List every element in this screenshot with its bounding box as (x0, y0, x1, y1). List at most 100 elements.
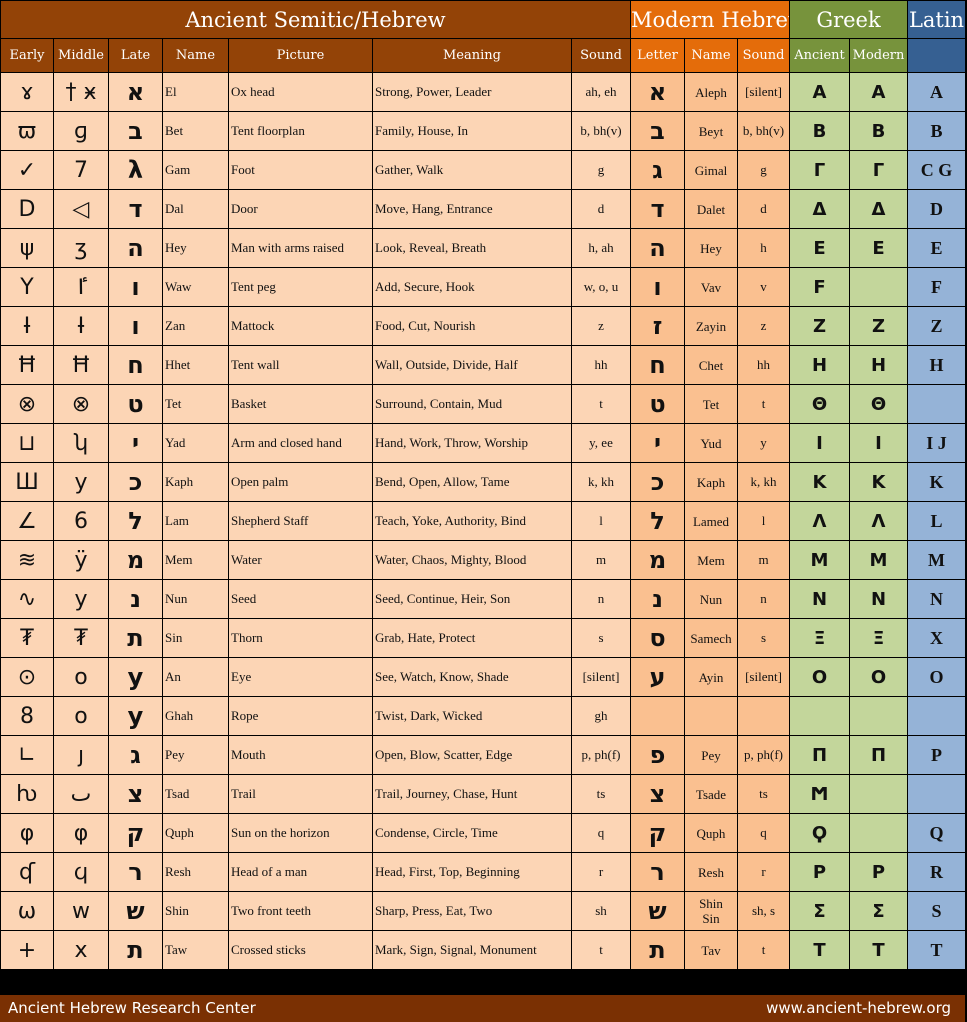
cell-mname: Tsade (684, 774, 738, 814)
cell-gmodern: Ξ (849, 618, 909, 658)
cell-gancient: N (789, 579, 851, 619)
cell-early: ∟ (0, 735, 54, 775)
cell-msound: hh (736, 345, 791, 385)
cell-late: ג (108, 735, 163, 775)
footer-org: Ancient Hebrew Research Center (8, 999, 256, 1017)
cell-latin: N (907, 579, 967, 619)
cell-meaning: Grab, Hate, Protect (372, 618, 572, 658)
cell-mname: Chet (684, 345, 738, 385)
cell-msound: ts (736, 774, 791, 814)
cell-msound: q (736, 813, 791, 853)
cell-name: Yad (162, 423, 229, 463)
cell-mname: Kaph (684, 462, 738, 502)
cell-early: ω (0, 891, 54, 931)
cell-mname: Mem (684, 540, 738, 580)
cell-msound: m (736, 540, 791, 580)
cell-mname: Samech (684, 618, 738, 658)
col-meaning: Meaning (372, 38, 572, 73)
cell-late: ד (108, 189, 163, 229)
cell-latin: E (907, 228, 967, 268)
cell-gancient: Σ (789, 891, 851, 931)
cell-gancient: Ϝ (789, 267, 851, 307)
cell-picture: Basket (228, 384, 373, 424)
cell-middle: Ħ (53, 345, 109, 385)
cell-meaning: Sharp, Press, Eat, Two (372, 891, 572, 931)
table-row: φ φ ק Quph Sun on the horizon Condense, Circl… (0, 813, 967, 853)
footer-url[interactable]: www.ancient-hebrew.org (766, 999, 951, 1017)
cell-gmodern (849, 813, 909, 853)
cell-late: י (108, 423, 163, 463)
cell-latin (907, 696, 967, 736)
cell-name: Zan (162, 306, 229, 346)
cell-early: ψ (0, 228, 54, 268)
cell-msound: y (736, 423, 791, 463)
cell-meaning: Head, First, Top, Beginning (372, 852, 572, 892)
cell-middle: ʮ (53, 423, 109, 463)
cell-meaning: See, Watch, Know, Shade (372, 657, 572, 697)
cell-middle: w (53, 891, 109, 931)
cell-name: Resh (162, 852, 229, 892)
cell-mname: Zayin (684, 306, 738, 346)
table-body: ɤ † ӿ א El Ox head Strong, Power, Leader ah, e… (0, 72, 967, 970)
cell-middle: ɡ (53, 111, 109, 151)
cell-picture: Foot (228, 150, 373, 190)
cell-gmodern: Θ (849, 384, 909, 424)
cell-msound: [silent] (736, 72, 791, 112)
cell-latin (907, 384, 967, 424)
table-row: ʠ ϥ ר Resh Head of a man Head, First, Top, Be… (0, 852, 967, 892)
cell-latin: K (907, 462, 967, 502)
table-row: ✓ 7 λ Gam Foot Gather, Walk g ג Gimal g Γ Γ C G (0, 150, 967, 190)
table-row: ⊗ ⊗ ט Tet Basket Surround, Contain, Mud t ט Tet t… (0, 384, 967, 424)
cell-name: Ghah (162, 696, 229, 736)
cell-late: ק (108, 813, 163, 853)
cell-late: ל (108, 501, 163, 541)
cell-late: ת (108, 618, 163, 658)
cell-early: φ (0, 813, 54, 853)
cell-msound: g (736, 150, 791, 190)
cell-name: Lam (162, 501, 229, 541)
cell-letter: ר (630, 852, 685, 892)
cell-gancient: K (789, 462, 851, 502)
cell-msound: z (736, 306, 791, 346)
cell-sound: n (571, 579, 631, 619)
cell-picture: Tent wall (228, 345, 373, 385)
col-middle: Middle (53, 38, 109, 73)
cell-sound: ah, eh (571, 72, 631, 112)
cell-sound: z (571, 306, 631, 346)
cell-gancient: I (789, 423, 851, 463)
cell-letter (630, 696, 685, 736)
cell-msound: s (736, 618, 791, 658)
cell-picture: Sun on the horizon (228, 813, 373, 853)
cell-sound: w, o, u (571, 267, 631, 307)
cell-latin: C G (907, 150, 967, 190)
cell-early: Ɨ (0, 306, 54, 346)
ancient-hebrew-header: Ancient Semitic/Hebrew (0, 0, 631, 39)
table-row: ⊔ ʮ י Yad Arm and closed hand Hand, Work, Thr… (0, 423, 967, 463)
cell-gancient: Λ (789, 501, 851, 541)
cell-late: λ (108, 150, 163, 190)
table-row: ∟ ȷ ג Pey Mouth Open, Blow, Scatter, Edge p, p… (0, 735, 967, 775)
cell-middle: Ɨ (53, 306, 109, 346)
cell-letter: ק (630, 813, 685, 853)
cell-msound: k, kh (736, 462, 791, 502)
cell-early: + (0, 930, 54, 970)
cell-letter: א (630, 72, 685, 112)
cell-msound: b, bh(v) (736, 111, 791, 151)
cell-msound: sh, s (736, 891, 791, 931)
cell-letter: ל (630, 501, 685, 541)
cell-latin: T (907, 930, 967, 970)
cell-meaning: Look, Reveal, Breath (372, 228, 572, 268)
cell-latin: B (907, 111, 967, 151)
cell-msound: v (736, 267, 791, 307)
table-row: ɤ † ӿ א El Ox head Strong, Power, Leader ah, e… (0, 72, 967, 112)
cell-mname: Vav (684, 267, 738, 307)
table-row: ϖ ɡ ב Bet Tent floorplan Family, House, In b, … (0, 111, 967, 151)
cell-mname: Pey (684, 735, 738, 775)
cell-middle: ⊗ (53, 384, 109, 424)
cell-early: Ш (0, 462, 54, 502)
cell-sound: b, bh(v) (571, 111, 631, 151)
cell-gancient: Π (789, 735, 851, 775)
col-late: Late (108, 38, 163, 73)
